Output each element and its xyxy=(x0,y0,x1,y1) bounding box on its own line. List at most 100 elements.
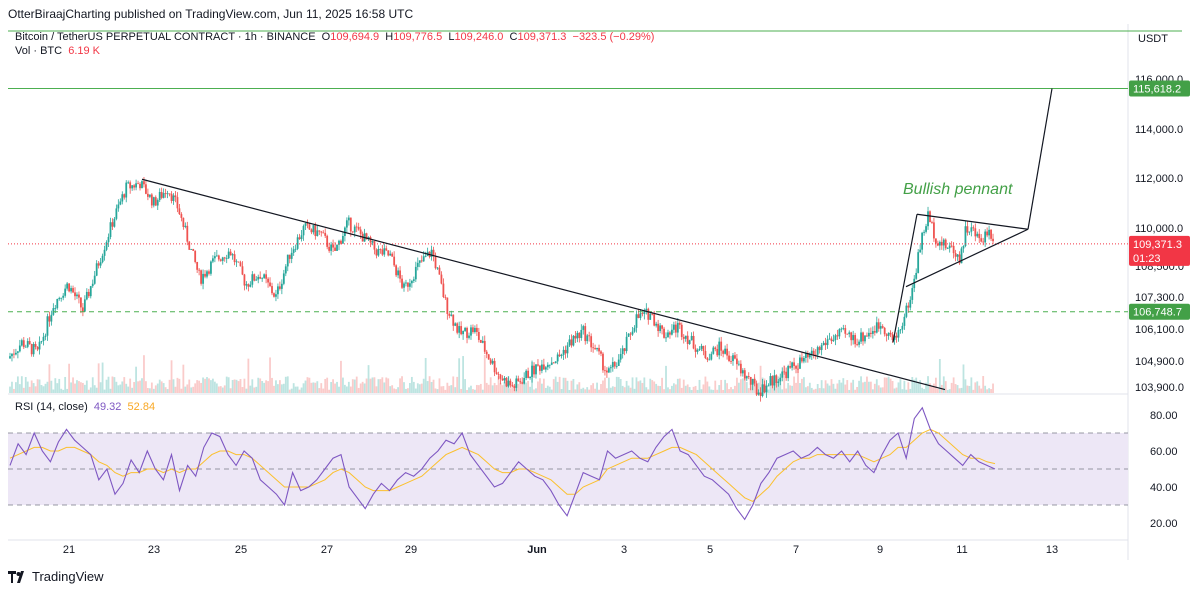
volume-bar xyxy=(334,383,336,393)
volume-bar xyxy=(204,378,206,393)
pennant-upper-line xyxy=(916,213,1029,230)
symbol-legend[interactable]: Bitcoin / TetherUS PERPETUAL CONTRACT · … xyxy=(15,31,654,43)
resistance-price-tag-bg xyxy=(1129,80,1190,97)
volume-bar xyxy=(247,358,250,393)
candle-body xyxy=(353,226,356,233)
candle-body xyxy=(574,335,577,339)
candle-body xyxy=(355,226,358,228)
volume-bar xyxy=(899,379,902,393)
candle-body xyxy=(592,347,595,349)
candle-body xyxy=(245,284,248,286)
volume-bar xyxy=(702,384,705,393)
candle-body xyxy=(643,310,646,314)
candle-body xyxy=(745,376,748,379)
candle-body xyxy=(178,208,181,215)
candle-body xyxy=(645,308,648,311)
candle-body xyxy=(379,248,382,250)
candle-body xyxy=(54,308,57,309)
volume-bar xyxy=(966,385,969,393)
volume-bar xyxy=(22,387,25,393)
volume-bar xyxy=(984,385,987,393)
candle-body xyxy=(249,284,252,287)
candle-body xyxy=(306,223,309,225)
candle-body xyxy=(412,279,415,281)
volume-legend[interactable]: Vol · BTC 6.19 K xyxy=(15,45,100,57)
volume-bar xyxy=(820,380,823,393)
candle-body xyxy=(720,341,723,351)
volume-bar xyxy=(647,389,650,393)
candle-body xyxy=(919,249,922,253)
candle-body xyxy=(139,183,141,189)
candle-body xyxy=(558,354,561,357)
volume-bar xyxy=(582,387,585,393)
volume-bar xyxy=(968,385,971,393)
candle-body xyxy=(164,193,167,194)
volume-bar xyxy=(212,378,214,393)
candle-body xyxy=(868,332,870,337)
volume-bar xyxy=(919,380,922,393)
volume-bar xyxy=(345,386,348,393)
candle-body xyxy=(537,364,539,366)
volume-bar xyxy=(454,387,457,393)
candle-body xyxy=(515,378,518,388)
candle-body xyxy=(842,328,845,329)
candle-body xyxy=(32,344,35,355)
candle-body xyxy=(767,385,770,387)
candle-body xyxy=(103,249,106,256)
volume-bar xyxy=(629,387,632,393)
candle-body xyxy=(269,282,271,287)
volume-bar xyxy=(976,381,979,393)
candle-body xyxy=(877,322,880,329)
volume-bar xyxy=(269,357,271,393)
volume-bar xyxy=(783,365,786,393)
candle-body xyxy=(625,336,628,352)
pennant-flagpole-line xyxy=(892,214,918,343)
candle-body xyxy=(899,329,902,331)
rsi-legend[interactable]: RSI (14, close) 49.32 52.84 xyxy=(15,401,155,413)
volume-bar xyxy=(87,389,90,393)
candle-body xyxy=(986,231,989,236)
volume-bar xyxy=(217,386,220,393)
close-key: C xyxy=(509,31,518,43)
candle-body xyxy=(20,340,23,346)
candle-body xyxy=(814,354,817,356)
volume-bar xyxy=(95,387,98,393)
candle-body xyxy=(669,332,671,335)
candle-body xyxy=(649,313,652,320)
candle-body xyxy=(548,364,551,366)
candle-body xyxy=(495,372,498,375)
support-price-tag-bg xyxy=(1129,303,1190,320)
volume-bar xyxy=(779,382,782,393)
volume-bar xyxy=(933,383,935,393)
time-tick-label: 11 xyxy=(956,544,967,556)
candle-body xyxy=(852,335,855,341)
candle-body xyxy=(936,243,939,246)
candle-body xyxy=(342,235,344,244)
candle-body xyxy=(46,316,49,336)
candle-body xyxy=(844,328,847,334)
candle-body xyxy=(170,193,173,201)
candle-body xyxy=(320,231,323,233)
currency-label[interactable]: USDT xyxy=(1138,33,1168,45)
volume-bar xyxy=(15,382,17,393)
candle-body xyxy=(568,339,571,346)
volume-bar xyxy=(62,389,65,393)
candle-body xyxy=(588,335,591,337)
candle-body xyxy=(866,335,868,337)
candle-body xyxy=(377,248,380,256)
volume-bar xyxy=(113,377,116,393)
tradingview-logo[interactable]: TradingView xyxy=(8,569,104,584)
volume-bar xyxy=(501,385,504,393)
volume-bar xyxy=(525,382,528,393)
volume-bar xyxy=(487,384,490,393)
candle-body xyxy=(836,335,839,337)
candle-body xyxy=(607,368,610,373)
volume-bar xyxy=(769,378,772,393)
volume-bar xyxy=(960,387,963,393)
candle-body xyxy=(665,337,667,339)
candle-body xyxy=(698,348,701,350)
volume-bar xyxy=(676,378,679,393)
candle-body xyxy=(113,218,116,227)
candle-body xyxy=(801,357,803,362)
